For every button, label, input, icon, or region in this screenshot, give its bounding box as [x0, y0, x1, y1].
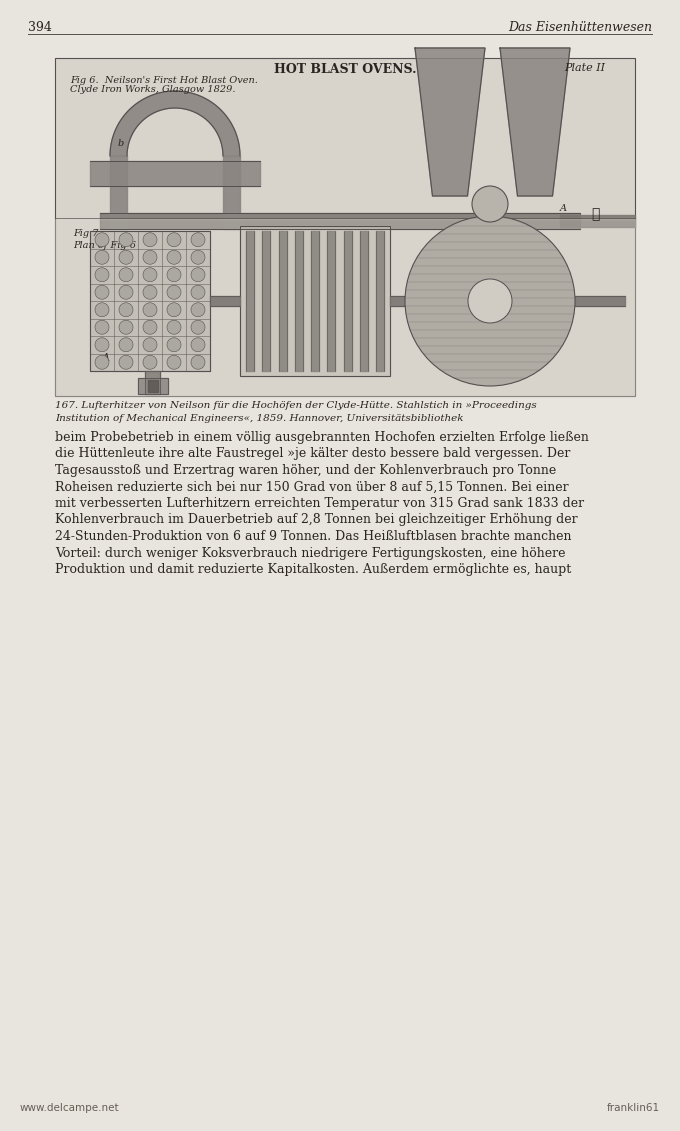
Circle shape — [472, 185, 508, 222]
Circle shape — [119, 250, 133, 265]
Circle shape — [119, 355, 133, 369]
Circle shape — [119, 233, 133, 247]
Circle shape — [167, 250, 181, 265]
Bar — [90, 231, 210, 371]
Text: 167. Lufterhitzer von Neilson für die Hochöfen der Clyde-Hütte. Stahlstich in »P: 167. Lufterhitzer von Neilson für die Ho… — [55, 402, 537, 411]
Text: Ⓐ: Ⓐ — [591, 207, 599, 221]
Text: beim Probebetrieb in einem völlig ausgebrannten Hochofen erzielten Erfolge ließe: beim Probebetrieb in einem völlig ausgeb… — [55, 431, 589, 444]
Circle shape — [95, 355, 109, 369]
Text: 394: 394 — [28, 21, 52, 34]
Text: franklin61: franklin61 — [607, 1103, 660, 1113]
Circle shape — [119, 338, 133, 352]
Bar — [138, 378, 168, 394]
Circle shape — [191, 355, 205, 369]
Circle shape — [143, 303, 157, 317]
Circle shape — [143, 233, 157, 247]
Circle shape — [167, 320, 181, 335]
Circle shape — [143, 250, 157, 265]
Circle shape — [95, 338, 109, 352]
Circle shape — [119, 320, 133, 335]
Circle shape — [119, 303, 133, 317]
Text: Tagesausstoß und Erzertrag waren höher, und der Kohlenverbrauch pro Tonne: Tagesausstoß und Erzertrag waren höher, … — [55, 464, 556, 477]
Text: Produktion und damit reduzierte Kapitalkosten. Außerdem ermöglichte es, haupt: Produktion und damit reduzierte Kapitalk… — [55, 563, 571, 576]
Text: Clyde Iron Works, Glasgow 1829.: Clyde Iron Works, Glasgow 1829. — [70, 85, 235, 94]
Text: Das Eisenhüttenwesen: Das Eisenhüttenwesen — [508, 21, 652, 34]
Circle shape — [191, 320, 205, 335]
Circle shape — [143, 355, 157, 369]
Text: Roheisen reduzierte sich bei nur 150 Grad von über 8 auf 5,15 Tonnen. Bei einer: Roheisen reduzierte sich bei nur 150 Gra… — [55, 481, 568, 493]
Text: Fig 7
Plan of Fig 6: Fig 7 Plan of Fig 6 — [73, 228, 136, 250]
Circle shape — [191, 303, 205, 317]
Circle shape — [167, 233, 181, 247]
Text: 24-Stunden-Produktion von 6 auf 9 Tonnen. Das Heißluftblasen brachte manchen: 24-Stunden-Produktion von 6 auf 9 Tonnen… — [55, 530, 571, 543]
Circle shape — [143, 338, 157, 352]
Text: www.delcampe.net: www.delcampe.net — [20, 1103, 120, 1113]
Circle shape — [167, 338, 181, 352]
Circle shape — [119, 285, 133, 300]
Polygon shape — [110, 90, 240, 156]
Text: A: A — [560, 204, 567, 213]
Circle shape — [191, 233, 205, 247]
Text: Plate II: Plate II — [564, 63, 605, 74]
Circle shape — [167, 355, 181, 369]
Polygon shape — [415, 48, 485, 196]
Bar — [240, 226, 390, 375]
Circle shape — [95, 320, 109, 335]
Circle shape — [167, 303, 181, 317]
Circle shape — [191, 285, 205, 300]
Circle shape — [95, 285, 109, 300]
Circle shape — [167, 285, 181, 300]
Circle shape — [143, 285, 157, 300]
Circle shape — [95, 303, 109, 317]
Circle shape — [95, 233, 109, 247]
Circle shape — [143, 268, 157, 282]
Circle shape — [191, 338, 205, 352]
Bar — [55, 58, 635, 396]
Text: Kohlenverbrauch im Dauerbetrieb auf 2,8 Tonnen bei gleichzeitiger Erhöhung der: Kohlenverbrauch im Dauerbetrieb auf 2,8 … — [55, 513, 577, 527]
Text: HOT BLAST OVENS.: HOT BLAST OVENS. — [274, 63, 416, 76]
Circle shape — [191, 268, 205, 282]
Text: Institution of Mechanical Engineers«, 1859. Hannover, Universitätsbibliothek: Institution of Mechanical Engineers«, 18… — [55, 414, 464, 423]
Circle shape — [95, 250, 109, 265]
Circle shape — [95, 268, 109, 282]
Circle shape — [468, 279, 512, 323]
Text: Vorteil: durch weniger Koksverbrauch niedrigere Fertigungskosten, eine höhere: Vorteil: durch weniger Koksverbrauch nie… — [55, 546, 566, 560]
Polygon shape — [500, 48, 570, 196]
Circle shape — [143, 320, 157, 335]
Text: mit verbesserten Lufterhitzern erreichten Temperatur von 315 Grad sank 1833 der: mit verbesserten Lufterhitzern erreichte… — [55, 497, 584, 510]
Circle shape — [119, 268, 133, 282]
Text: Fig 6.  Neilson's First Hot Blast Oven.: Fig 6. Neilson's First Hot Blast Oven. — [70, 76, 258, 85]
Text: b: b — [118, 139, 124, 148]
Circle shape — [405, 216, 575, 386]
Text: die Hüttenleute ihre alte Faustregel »je kälter desto bessere bald vergessen. De: die Hüttenleute ihre alte Faustregel »je… — [55, 448, 571, 460]
Text: A: A — [102, 353, 110, 363]
Circle shape — [191, 250, 205, 265]
Circle shape — [167, 268, 181, 282]
